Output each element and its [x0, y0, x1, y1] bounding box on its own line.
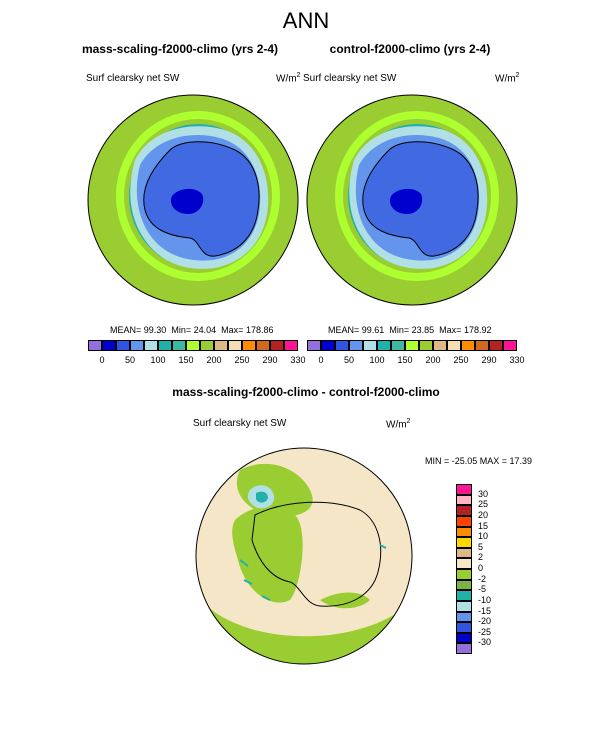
- diff-minmax: MIN = -25.05 MAX = 17.39: [425, 456, 533, 466]
- colorbar-swatch: [349, 340, 363, 351]
- colorbar-swatch: [447, 340, 461, 351]
- diff-colorbar-tick-label: 2: [478, 552, 484, 563]
- diff-colorbar-swatch: [456, 526, 472, 538]
- panel-2-stats: MEAN= 99.61 Min= 23.85 Max= 178.92: [328, 325, 492, 335]
- colorbar-swatch: [186, 340, 200, 351]
- diff-colorbar-swatch: [456, 537, 472, 548]
- diff-colorbar-swatch: [456, 643, 472, 654]
- colorbar-swatch: [256, 340, 270, 351]
- colorbar-swatch: [284, 340, 298, 351]
- colorbar-swatch: [116, 340, 130, 351]
- diff-colorbar-swatch: [456, 600, 472, 612]
- colorbar-swatch: [242, 340, 256, 351]
- colorbar-swatch: [158, 340, 172, 351]
- colorbar-tick-label: 150: [178, 355, 194, 365]
- colorbar-tick-label: 330: [509, 355, 525, 365]
- panel-2-field: [307, 95, 517, 305]
- colorbar-swatch: [102, 340, 116, 351]
- diff-panel-title: mass-scaling-f2000-climo - control-f2000…: [172, 385, 440, 399]
- colorbar-swatch: [405, 340, 419, 351]
- diff-colorbar-tick-label: -25: [478, 626, 492, 637]
- colorbar-swatch: [144, 340, 158, 351]
- colorbar-tick-label: 290: [481, 355, 497, 365]
- panel-2-units: W/m2: [495, 72, 520, 85]
- colorbar-swatch: [172, 340, 186, 351]
- diff-colorbar-swatch: [456, 569, 472, 580]
- diff-colorbar: 30 25 20 15 10 5 2 0 -2 -5 -10 -15 -20 -25 -30: [456, 484, 496, 654]
- colorbar-swatch: [391, 340, 405, 351]
- diff-colorbar-swatch: [456, 547, 472, 559]
- diff-colorbar-swatch: [456, 505, 472, 516]
- diff-panel-units: W/m2: [386, 418, 411, 431]
- panel-1-units: W/m2: [276, 72, 301, 85]
- colorbar-swatch: [130, 340, 144, 351]
- colorbar-tick-label: 0: [318, 355, 324, 365]
- colorbar-swatch: [419, 340, 433, 351]
- diff-colorbar-tick-label: 5: [478, 541, 484, 552]
- diff-colorbar-swatch: [456, 484, 472, 495]
- diff-colorbar-swatch: [456, 515, 472, 527]
- diff-colorbar-tick-label: -15: [478, 605, 492, 616]
- colorbar-tick-label: 200: [206, 355, 222, 365]
- diff-colorbar-tick-label: -20: [478, 616, 492, 627]
- diff-colorbar-tick-label: -10: [478, 594, 492, 605]
- diff-field: [196, 448, 412, 664]
- diff-colorbar-swatch: [456, 558, 472, 569]
- colorbar-swatch: [433, 340, 447, 351]
- colorbar-swatch: [377, 340, 391, 351]
- panel-1-title: mass-scaling-f2000-climo (yrs 2-4): [81, 42, 279, 56]
- diff-colorbar-swatch: [456, 590, 472, 601]
- colorbar-tick-label: 250: [453, 355, 469, 365]
- diff-colorbar-swatch: [456, 632, 472, 644]
- diff-colorbar-swatch: [456, 611, 472, 623]
- colorbar-swatch: [363, 340, 377, 351]
- diff-colorbar-swatch: [456, 494, 472, 506]
- diff-colorbar-tick-label: 15: [478, 520, 489, 531]
- colorbar-swatch: [88, 340, 102, 351]
- colorbar-tick-label: 50: [343, 355, 355, 365]
- colorbar-tick-label: 100: [150, 355, 166, 365]
- colorbar-swatch: [503, 340, 517, 351]
- panel-1-colorbar: 0 50 100 150 200 250 290 330: [88, 340, 306, 366]
- colorbar-tick-label: 330: [290, 355, 306, 365]
- colorbar-swatch: [214, 340, 228, 351]
- colorbar-tick-label: 290: [262, 355, 278, 365]
- colorbar-swatch: [270, 340, 284, 351]
- panel-1-variable: Surf clearsky net SW: [86, 73, 180, 84]
- diff-panel-variable: Surf clearsky net SW: [193, 418, 287, 429]
- colorbar-swatch: [335, 340, 349, 351]
- colorbar-tick-label: 150: [397, 355, 413, 365]
- colorbar-tick-label: 250: [234, 355, 250, 365]
- diff-colorbar-tick-label: 25: [478, 499, 489, 510]
- diff-colorbar-tick-label: 30: [478, 488, 489, 499]
- diff-colorbar-swatch: [456, 579, 472, 591]
- colorbar-swatch: [228, 340, 242, 351]
- colorbar-tick-label: 100: [369, 355, 385, 365]
- colorbar-swatch: [307, 340, 321, 351]
- diff-colorbar-tick-label: 20: [478, 509, 489, 520]
- diff-colorbar-tick-label: 0: [478, 563, 484, 573]
- panel-2-colorbar: 0 50 100 150 200 250 290 330: [307, 340, 525, 366]
- panel-1-stats: MEAN= 99.30 Min= 24.04 Max= 178.86: [110, 325, 274, 335]
- diff-colorbar-tick-label: 10: [478, 531, 489, 542]
- panel-1-field: [88, 95, 298, 305]
- colorbar-tick-label: 200: [425, 355, 441, 365]
- diff-colorbar-swatch: [456, 622, 472, 633]
- diff-colorbar-tick-label: -30: [478, 637, 492, 648]
- colorbar-swatch: [321, 340, 335, 351]
- colorbar-swatch: [489, 340, 503, 351]
- figure-title: ANN: [282, 8, 330, 33]
- diff-colorbar-tick-label: -2: [478, 573, 487, 584]
- colorbar-swatch: [200, 340, 214, 351]
- diff-colorbar-tick-label: -5: [478, 584, 487, 595]
- colorbar-tick-label: 0: [99, 355, 105, 365]
- colorbar-tick-label: 50: [124, 355, 136, 365]
- panel-2-variable: Surf clearsky net SW: [303, 73, 397, 84]
- colorbar-swatch: [461, 340, 475, 351]
- colorbar-swatch: [475, 340, 489, 351]
- panel-2-title: control-f2000-climo (yrs 2-4): [329, 42, 491, 56]
